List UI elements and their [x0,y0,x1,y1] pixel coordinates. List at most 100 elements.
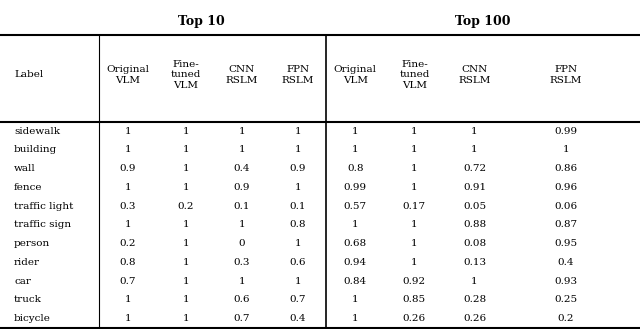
Text: sidewalk: sidewalk [14,127,60,136]
Text: 1: 1 [238,277,245,286]
Text: 0.1: 0.1 [234,202,250,211]
Text: 0.88: 0.88 [463,220,486,229]
Text: 1: 1 [352,220,358,229]
Text: 0.93: 0.93 [554,277,577,286]
Text: 0.68: 0.68 [344,239,367,248]
Text: 1: 1 [294,183,301,192]
Text: 0.25: 0.25 [554,295,577,304]
Text: 0.87: 0.87 [554,220,577,229]
Text: 0.6: 0.6 [234,295,250,304]
Text: 0.8: 0.8 [120,258,136,267]
Text: FPN
RSLM: FPN RSLM [550,65,582,85]
Text: 1: 1 [182,314,189,323]
Text: traffic sign: traffic sign [14,220,71,229]
Text: 1: 1 [411,164,418,173]
Text: traffic light: traffic light [14,202,74,211]
Text: 0.99: 0.99 [554,127,577,136]
Text: Fine-
tuned
VLM: Fine- tuned VLM [399,60,429,90]
Text: 0.2: 0.2 [120,239,136,248]
Text: 1: 1 [182,239,189,248]
Text: 1: 1 [294,127,301,136]
Text: 0.2: 0.2 [557,314,574,323]
Text: 0.86: 0.86 [554,164,577,173]
Text: 0.05: 0.05 [463,202,486,211]
Text: 0.84: 0.84 [344,277,367,286]
Text: 0.4: 0.4 [234,164,250,173]
Text: 1: 1 [411,145,418,154]
Text: 1: 1 [294,145,301,154]
Text: 1: 1 [182,258,189,267]
Text: 0.9: 0.9 [289,164,306,173]
Text: 0.94: 0.94 [344,258,367,267]
Text: 1: 1 [125,295,131,304]
Text: 0.7: 0.7 [289,295,306,304]
Text: Fine-
tuned
VLM: Fine- tuned VLM [170,60,201,90]
Text: CNN
RSLM: CNN RSLM [458,65,491,85]
Text: 1: 1 [125,314,131,323]
Text: 0.95: 0.95 [554,239,577,248]
Text: person: person [14,239,51,248]
Text: 1: 1 [182,127,189,136]
Text: 0.4: 0.4 [557,258,574,267]
Text: 1: 1 [182,145,189,154]
Text: 0.7: 0.7 [120,277,136,286]
Text: rider: rider [14,258,40,267]
Text: 1: 1 [125,220,131,229]
Text: 1: 1 [411,127,418,136]
Text: fence: fence [14,183,43,192]
Text: 0.4: 0.4 [289,314,306,323]
Text: Original
VLM: Original VLM [106,65,150,85]
Text: 0.85: 0.85 [403,295,426,304]
Text: 1: 1 [238,220,245,229]
Text: 0.17: 0.17 [403,202,426,211]
Text: 1: 1 [238,127,245,136]
Text: 1: 1 [182,164,189,173]
Text: 1: 1 [182,220,189,229]
Text: 0.1: 0.1 [289,202,306,211]
Text: Label: Label [14,70,44,79]
Text: 1: 1 [182,277,189,286]
Text: truck: truck [14,295,42,304]
Text: CNN
RSLM: CNN RSLM [225,65,258,85]
Text: 0.26: 0.26 [403,314,426,323]
Text: 1: 1 [352,295,358,304]
Text: 0.9: 0.9 [120,164,136,173]
Text: 0.08: 0.08 [463,239,486,248]
Text: 0.26: 0.26 [463,314,486,323]
Text: Top 100: Top 100 [456,15,511,28]
Text: 0.92: 0.92 [403,277,426,286]
Text: 1: 1 [411,258,418,267]
Text: 1: 1 [471,127,478,136]
Text: 1: 1 [294,277,301,286]
Text: 1: 1 [471,145,478,154]
Text: 0.2: 0.2 [177,202,194,211]
Text: 1: 1 [125,127,131,136]
Text: 0.9: 0.9 [234,183,250,192]
Text: Original
VLM: Original VLM [333,65,377,85]
Text: 0.3: 0.3 [234,258,250,267]
Text: 0.96: 0.96 [554,183,577,192]
Text: 1: 1 [352,127,358,136]
Text: 1: 1 [182,183,189,192]
Text: 1: 1 [563,145,569,154]
Text: 0.13: 0.13 [463,258,486,267]
Text: bicycle: bicycle [14,314,51,323]
Text: 0.3: 0.3 [120,202,136,211]
Text: car: car [14,277,31,286]
Text: 1: 1 [125,183,131,192]
Text: 0.8: 0.8 [347,164,364,173]
Text: 1: 1 [294,239,301,248]
Text: 1: 1 [471,277,478,286]
Text: 0: 0 [238,239,245,248]
Text: 1: 1 [238,145,245,154]
Text: 1: 1 [352,314,358,323]
Text: 0.6: 0.6 [289,258,306,267]
Text: 0.72: 0.72 [463,164,486,173]
Text: 0.91: 0.91 [463,183,486,192]
Text: 1: 1 [411,239,418,248]
Text: wall: wall [14,164,36,173]
Text: FPN
RSLM: FPN RSLM [282,65,314,85]
Text: 1: 1 [125,145,131,154]
Text: 1: 1 [182,295,189,304]
Text: 1: 1 [411,183,418,192]
